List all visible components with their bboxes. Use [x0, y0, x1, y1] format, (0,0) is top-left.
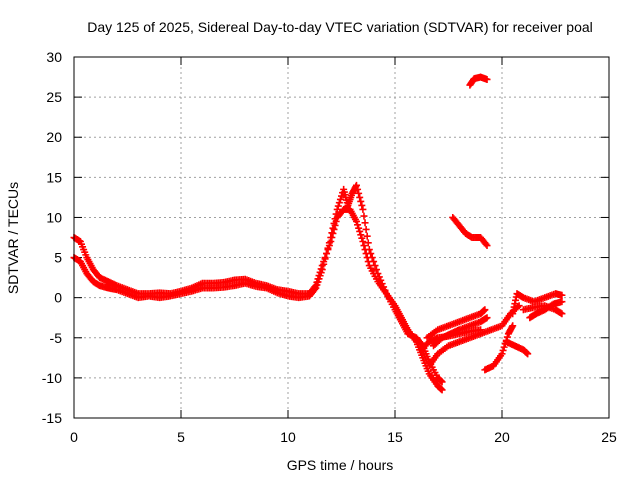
data-point: [324, 244, 332, 252]
data-point: [368, 254, 376, 262]
data-point: [438, 386, 446, 394]
data-point: [378, 280, 386, 288]
data-point: [364, 239, 372, 247]
series-points: [70, 73, 566, 394]
data-point: [558, 310, 566, 318]
data-point: [318, 266, 326, 274]
data-point: [482, 240, 490, 248]
data-point: [524, 350, 532, 358]
x-axis-label: GPS time / hours: [287, 457, 394, 473]
x-tick-label: 20: [494, 429, 510, 445]
data-point: [372, 266, 380, 274]
data-point: [362, 225, 370, 233]
y-tick-label: -5: [50, 330, 63, 346]
y-tick-label: 15: [46, 169, 62, 185]
data-point: [358, 234, 366, 242]
data-point: [321, 255, 329, 263]
tick-labels: 0 5 10 15 20 25 -15 -10 -5 0 5 10 15 20 25 30: [42, 49, 617, 445]
data-point: [358, 201, 366, 209]
data-point: [558, 291, 566, 299]
data-point: [334, 202, 342, 210]
data-point: [515, 302, 523, 310]
data-point: [367, 250, 375, 258]
data-point: [500, 343, 508, 351]
data-point: [320, 260, 328, 268]
data-point: [360, 242, 368, 250]
data-point: [325, 239, 333, 247]
data-point: [355, 224, 363, 232]
y-tick-label: 0: [54, 290, 62, 306]
data-point: [558, 298, 566, 306]
data-point: [356, 227, 364, 235]
y-tick-label: 30: [46, 49, 62, 65]
y-tick-label: 5: [54, 250, 62, 266]
data-point: [359, 205, 367, 213]
data-point: [438, 378, 446, 386]
data-point: [333, 205, 341, 213]
data-point: [355, 189, 363, 197]
y-tick-label: -15: [42, 410, 62, 426]
data-point: [375, 273, 383, 281]
data-point: [483, 75, 491, 83]
data-point: [377, 276, 385, 284]
data-point: [352, 181, 360, 189]
data-point: [352, 217, 360, 225]
data-point: [356, 193, 364, 201]
data-point: [371, 262, 379, 270]
data-point: [323, 250, 331, 258]
series-right-segment-c: [526, 298, 566, 322]
data-point: [380, 283, 388, 291]
chart-title: Day 125 of 2025, Sidereal Day-to-day VTE…: [87, 19, 593, 35]
x-tick-label: 25: [601, 429, 617, 445]
y-tick-label: 20: [46, 129, 62, 145]
data-point: [357, 231, 365, 239]
series-lower-branch-d: [417, 326, 485, 354]
data-point: [336, 195, 344, 203]
data-point: [483, 242, 491, 250]
data-point: [363, 232, 371, 240]
series-descending-branch: [481, 322, 517, 374]
data-point: [328, 229, 336, 237]
data-point: [498, 350, 506, 358]
x-tick-label: 5: [177, 429, 185, 445]
data-point: [354, 221, 362, 229]
data-point: [360, 212, 368, 220]
data-point: [481, 306, 489, 314]
series-descending-branch-b: [502, 338, 532, 358]
plot-frame: [73, 56, 610, 419]
data-point: [477, 326, 485, 334]
y-tick-label: -10: [42, 370, 62, 386]
y-tick-label: 25: [46, 89, 62, 105]
x-tick-label: 15: [387, 429, 403, 445]
data-point: [359, 238, 367, 246]
y-axis-label: SDTVAR / TECUs: [5, 182, 21, 294]
data-point: [332, 210, 340, 218]
data-point: [338, 192, 345, 200]
data-point: [357, 197, 365, 205]
data-point: [335, 199, 343, 207]
data-point: [365, 246, 373, 254]
x-tick-label: 10: [280, 429, 296, 445]
series-upper-isolated: [449, 213, 491, 250]
data-point: [311, 285, 319, 293]
series-lower-branch-a: [425, 302, 523, 370]
data-point: [327, 234, 335, 241]
data-point: [381, 286, 389, 294]
data-point: [329, 224, 337, 232]
data-point: [354, 185, 362, 193]
data-point: [370, 258, 378, 266]
data-point: [509, 322, 517, 330]
data-point: [330, 219, 338, 227]
series-top-isolated: [466, 73, 491, 89]
data-point: [331, 215, 339, 223]
data-point: [483, 314, 491, 322]
data-point: [374, 270, 382, 278]
x-tick-label: 0: [70, 429, 78, 445]
data-point: [361, 219, 369, 227]
data-point: [499, 346, 507, 354]
y-tick-label: 10: [46, 209, 62, 225]
